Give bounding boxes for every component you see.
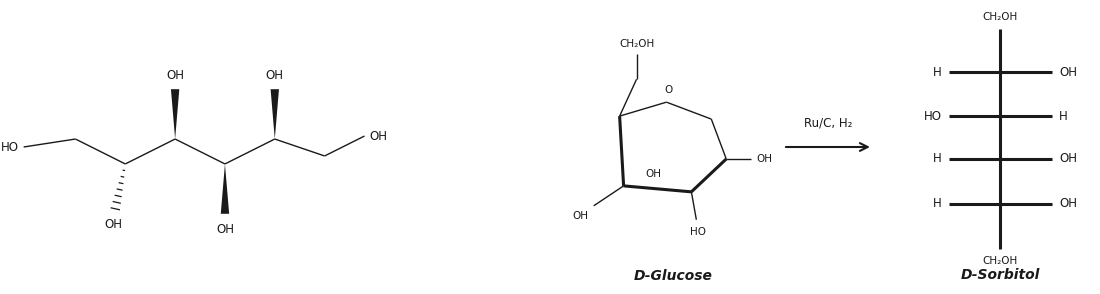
Text: OH: OH [573, 211, 588, 221]
Text: OH: OH [104, 218, 122, 231]
Polygon shape [170, 89, 179, 139]
Text: OH: OH [1059, 153, 1077, 166]
Text: OH: OH [370, 130, 387, 143]
Text: Ru/C, H₂: Ru/C, H₂ [804, 116, 853, 129]
Text: H: H [933, 66, 942, 79]
Text: D-Sorbitol: D-Sorbitol [960, 268, 1040, 282]
Text: H: H [1059, 110, 1068, 123]
Text: H: H [933, 197, 942, 210]
Text: OH: OH [1059, 197, 1077, 210]
Text: HO: HO [691, 227, 706, 237]
Text: CH₂OH: CH₂OH [982, 256, 1018, 266]
Text: HO: HO [1, 141, 19, 153]
Text: OH: OH [1059, 66, 1077, 79]
Text: D-Glucose: D-Glucose [634, 268, 713, 283]
Text: OH: OH [756, 154, 772, 164]
Polygon shape [221, 164, 229, 214]
Text: OH: OH [266, 69, 284, 82]
Text: CH₂OH: CH₂OH [619, 39, 654, 49]
Text: OH: OH [646, 169, 661, 179]
Polygon shape [271, 89, 279, 139]
Text: OH: OH [166, 69, 184, 82]
Text: HO: HO [924, 110, 942, 123]
Text: OH: OH [216, 223, 234, 236]
Text: CH₂OH: CH₂OH [982, 12, 1018, 22]
Text: H: H [933, 153, 942, 166]
Text: O: O [664, 85, 672, 95]
